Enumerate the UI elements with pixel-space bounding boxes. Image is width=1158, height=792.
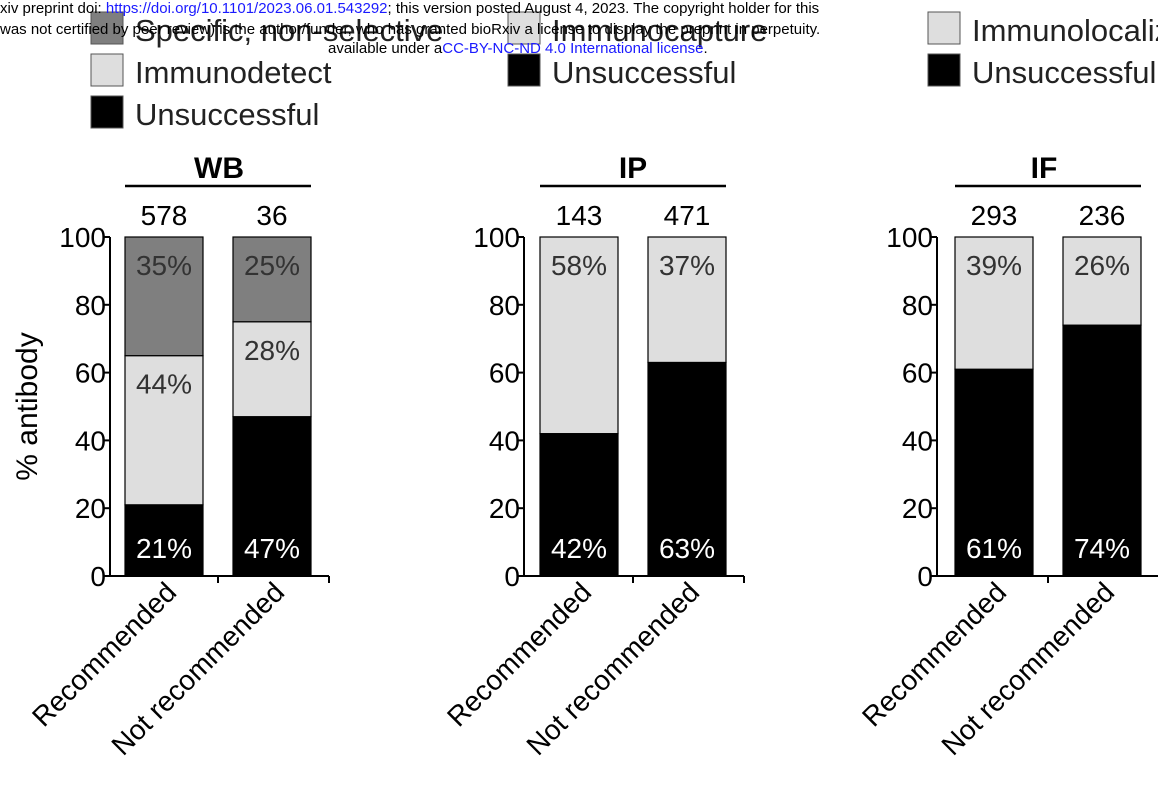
legend-2: Immunocapture Unsuccessful	[507, 11, 767, 90]
y-tick-label: 20	[489, 493, 520, 524]
data-label: 44%	[136, 369, 192, 400]
legend-label: Immunolocaliz	[972, 13, 1158, 48]
data-label: 63%	[659, 533, 715, 564]
panel-title: IP	[619, 152, 647, 185]
data-label: 26%	[1074, 250, 1130, 281]
sample-count: 471	[664, 200, 711, 231]
panel-title: WB	[194, 152, 244, 185]
notice-posted: ; this version posted August 4, 2023. Th…	[387, 0, 820, 17]
y-tick-label: 80	[489, 290, 520, 321]
license-link[interactable]: CC-BY-NC-ND 4.0 International license	[442, 40, 704, 57]
bar-segment	[124, 355, 204, 506]
legend-label: Unsuccessful	[972, 55, 1156, 90]
data-label: 74%	[1074, 533, 1130, 564]
data-label: 61%	[966, 533, 1022, 564]
legend-label: Immunodetect	[135, 55, 332, 90]
notice-available: available under a	[328, 40, 443, 57]
sample-count: 36	[256, 200, 287, 231]
bar-segment	[124, 504, 204, 577]
notice-period: .	[703, 40, 708, 57]
y-tick-label: 0	[917, 561, 933, 592]
y-tick-label: 0	[90, 561, 106, 592]
y-axis-label: % antibody	[11, 332, 44, 480]
legend-swatch	[507, 11, 541, 45]
bar-segment	[647, 236, 727, 364]
bar-segment	[539, 433, 619, 577]
legend-3: Immunolocaliz Unsuccessful	[927, 11, 1158, 90]
y-tick-label: 80	[75, 290, 106, 321]
y-tick-label: 20	[75, 493, 106, 524]
panel-title: IF	[1031, 152, 1058, 185]
y-tick-label: 80	[902, 290, 933, 321]
y-tick-label: 0	[504, 561, 520, 592]
data-label: 37%	[659, 250, 715, 281]
y-tick-label: 20	[902, 493, 933, 524]
data-label: 21%	[136, 533, 192, 564]
legend-swatch	[90, 53, 124, 87]
notice-doi-prefix: xiv preprint doi:	[0, 0, 106, 17]
data-label: 42%	[551, 533, 607, 564]
bar-segment	[1062, 324, 1142, 577]
y-tick-label: 40	[902, 425, 933, 456]
y-tick-label: 60	[489, 358, 520, 389]
y-tick-label: 100	[473, 222, 520, 253]
bar-segment	[124, 236, 204, 357]
legend-swatch	[90, 11, 124, 45]
legend-swatch	[927, 53, 961, 87]
y-tick-label: 60	[902, 358, 933, 389]
bar-segment	[232, 416, 312, 577]
sample-count: 293	[971, 200, 1018, 231]
doi-link[interactable]: https://doi.org/10.1101/2023.06.01.54329…	[105, 0, 388, 17]
legend-label: Unsuccessful	[135, 97, 319, 132]
bar-segment	[954, 368, 1034, 577]
bar-segment	[647, 361, 727, 577]
y-tick-label: 100	[59, 222, 106, 253]
data-label: 35%	[136, 250, 192, 281]
bar-segment	[539, 236, 619, 435]
legend-1: Specific, non-selective Immunodetect Unsuc…	[90, 11, 443, 132]
sample-count: 578	[141, 200, 188, 231]
y-tick-label: 100	[886, 222, 933, 253]
data-label: 28%	[244, 335, 300, 366]
legend-label: Immunocapture	[552, 13, 767, 48]
legend-swatch	[90, 95, 124, 129]
legend-label: Specific, non-selective	[135, 13, 443, 48]
y-tick-label: 40	[489, 425, 520, 456]
bar-segment	[954, 236, 1034, 370]
data-label: 39%	[966, 250, 1022, 281]
data-label: 25%	[244, 250, 300, 281]
sample-count: 143	[556, 200, 603, 231]
data-label: 58%	[551, 250, 607, 281]
bar-segment	[232, 236, 312, 323]
notice-certification: was not certified by peer review) is the…	[0, 21, 821, 38]
bar-segment	[1062, 236, 1142, 326]
sample-count: 236	[1079, 200, 1126, 231]
data-label: 47%	[244, 533, 300, 564]
y-tick-label: 40	[75, 425, 106, 456]
legend-swatch	[927, 11, 961, 45]
bar-segment	[232, 321, 312, 418]
legend-swatch	[507, 53, 541, 87]
y-tick-label: 60	[75, 358, 106, 389]
legend-label: Unsuccessful	[552, 55, 736, 90]
